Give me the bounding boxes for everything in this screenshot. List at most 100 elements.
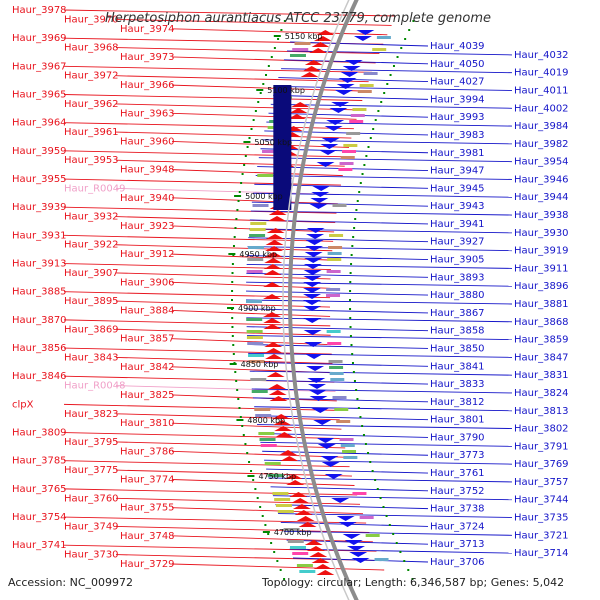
left-gene-label[interactable]: Haur_3823 <box>64 409 119 420</box>
left-gene-label[interactable]: Haur_3741 <box>12 540 67 551</box>
right-gene-label[interactable]: Haur_3812 <box>430 397 485 408</box>
left-gene-label[interactable]: Haur_3966 <box>120 80 175 91</box>
right-gene-label[interactable]: Haur_3724 <box>430 521 485 532</box>
right-gene-label[interactable]: Haur_3824 <box>514 388 569 399</box>
left-gene-label[interactable]: Haur_3967 <box>12 61 67 72</box>
right-gene-label[interactable]: Haur_3911 <box>514 263 569 274</box>
left-gene-label[interactable]: Haur_3940 <box>120 193 175 204</box>
left-gene-label[interactable]: Haur_3775 <box>64 465 119 476</box>
left-gene-label[interactable]: Haur_3907 <box>64 268 119 279</box>
left-gene-label[interactable]: Haur_3974 <box>120 24 175 35</box>
left-gene-label[interactable]: Haur_3932 <box>64 212 119 223</box>
left-gene-label[interactable]: Haur_3964 <box>12 118 67 129</box>
right-gene-label[interactable]: Haur_3880 <box>430 290 485 301</box>
left-gene-label[interactable]: Haur_3913 <box>12 259 67 270</box>
right-gene-label[interactable]: Haur_3896 <box>514 281 569 292</box>
right-gene-label[interactable]: Haur_3941 <box>430 219 485 230</box>
right-gene-label[interactable]: Haur_3984 <box>514 121 569 132</box>
left-gene-label[interactable]: Haur_3978 <box>12 5 67 16</box>
right-gene-label[interactable]: Haur_4011 <box>514 85 569 96</box>
left-gene-label[interactable]: Haur_3922 <box>64 240 119 251</box>
right-gene-label[interactable]: Haur_3943 <box>430 201 485 212</box>
left-gene-label[interactable]: Haur_3965 <box>12 90 67 101</box>
right-gene-label[interactable]: Haur_4019 <box>514 68 569 79</box>
left-gene-label[interactable]: Haur_3760 <box>64 493 119 504</box>
right-gene-label[interactable]: Haur_3706 <box>430 557 485 568</box>
left-gene-label[interactable]: Haur_3948 <box>120 165 175 176</box>
left-gene-label[interactable]: Haur_3912 <box>120 249 175 260</box>
right-gene-label[interactable]: Haur_3983 <box>430 130 485 141</box>
left-gene-label[interactable]: Haur_3953 <box>64 155 119 166</box>
left-gene-label[interactable]: Haur_3754 <box>12 512 67 523</box>
right-gene-label[interactable]: Haur_3735 <box>514 513 569 524</box>
left-gene-label[interactable]: Haur_3785 <box>12 456 67 467</box>
left-gene-label[interactable]: Haur_3846 <box>12 371 67 382</box>
right-gene-label[interactable]: Haur_3994 <box>430 94 485 105</box>
right-gene-label[interactable]: Haur_3945 <box>430 183 485 194</box>
left-gene-label[interactable]: Haur_3843 <box>64 352 119 363</box>
right-gene-label[interactable]: Haur_3993 <box>430 112 485 123</box>
right-gene-label[interactable]: Haur_3721 <box>514 530 569 541</box>
right-gene-label[interactable]: Haur_3752 <box>430 486 485 497</box>
left-gene-label[interactable]: Haur_3931 <box>12 230 67 241</box>
right-gene-label[interactable]: Haur_3761 <box>430 468 485 479</box>
right-gene-label[interactable]: Haur_3946 <box>514 174 569 185</box>
left-gene-label[interactable]: Haur_3962 <box>64 99 119 110</box>
left-gene-label[interactable]: Haur_3906 <box>120 277 175 288</box>
right-gene-label[interactable]: Haur_3938 <box>514 210 569 221</box>
right-gene-label[interactable]: Haur_3773 <box>430 450 485 461</box>
left-gene-label[interactable]: Haur_3968 <box>64 43 119 54</box>
right-gene-label[interactable]: Haur_3858 <box>430 326 485 337</box>
right-gene-label[interactable]: Haur_3738 <box>430 504 485 515</box>
left-gene-label[interactable]: Haur_3856 <box>12 343 67 354</box>
left-gene-label[interactable]: Haur_3923 <box>120 221 175 232</box>
left-gene-label[interactable]: Haur_3765 <box>12 484 67 495</box>
right-gene-label[interactable]: Haur_3850 <box>430 343 485 354</box>
left-gene-label[interactable]: Haur_3939 <box>12 202 67 213</box>
right-gene-label[interactable]: Haur_3893 <box>430 272 485 283</box>
right-gene-label[interactable]: Haur_3833 <box>430 379 485 390</box>
right-gene-label[interactable]: Haur_3859 <box>514 335 569 346</box>
left-gene-label[interactable]: Haur_3963 <box>120 108 175 119</box>
left-gene-label[interactable]: Haur_3961 <box>64 127 119 138</box>
right-gene-label[interactable]: Haur_3769 <box>514 459 569 470</box>
left-gene-label[interactable]: Haur_3970 <box>64 14 119 25</box>
left-gene-label[interactable]: Haur_3842 <box>120 362 175 373</box>
left-gene-label[interactable]: Haur_R0048 <box>64 381 126 392</box>
right-gene-label[interactable]: Haur_3847 <box>514 352 569 363</box>
right-gene-label[interactable]: Haur_3947 <box>430 166 485 177</box>
left-gene-label[interactable]: Haur_3972 <box>64 71 119 82</box>
left-gene-label[interactable]: Haur_3857 <box>120 334 175 345</box>
left-gene-label[interactable]: Haur_3748 <box>120 531 175 542</box>
right-gene-label[interactable]: Haur_3982 <box>514 139 569 150</box>
right-gene-label[interactable]: Haur_3714 <box>514 548 569 559</box>
left-gene-label[interactable]: Haur_3730 <box>64 550 119 561</box>
right-gene-label[interactable]: Haur_3905 <box>430 255 485 266</box>
right-gene-label[interactable]: Haur_3868 <box>514 317 569 328</box>
left-gene-label[interactable]: Haur_3960 <box>120 136 175 147</box>
left-gene-label[interactable]: Haur_3786 <box>120 446 175 457</box>
left-gene-label[interactable]: Haur_3973 <box>120 52 175 63</box>
left-gene-label[interactable]: Haur_3969 <box>12 33 67 44</box>
left-gene-label[interactable]: Haur_3749 <box>64 521 119 532</box>
right-gene-label[interactable]: Haur_3919 <box>514 246 569 257</box>
right-gene-label[interactable]: Haur_4050 <box>430 59 485 70</box>
right-gene-label[interactable]: Haur_3954 <box>514 157 569 168</box>
right-gene-label[interactable]: Haur_4032 <box>514 50 569 61</box>
left-gene-label[interactable]: Haur_3884 <box>120 305 175 316</box>
left-gene-label[interactable]: clpX <box>12 399 34 410</box>
right-gene-label[interactable]: Haur_3791 <box>514 441 569 452</box>
right-gene-label[interactable]: Haur_4039 <box>430 41 485 52</box>
left-gene-label[interactable]: Haur_3825 <box>120 390 175 401</box>
right-gene-label[interactable]: Haur_3813 <box>514 406 569 417</box>
right-gene-label[interactable]: Haur_3981 <box>430 148 485 159</box>
left-gene-label[interactable]: Haur_3895 <box>64 296 119 307</box>
left-gene-label[interactable]: Haur_3885 <box>12 287 67 298</box>
left-gene-label[interactable]: Haur_3955 <box>12 174 67 185</box>
left-gene-label[interactable]: Haur_3959 <box>12 146 67 157</box>
left-gene-label[interactable]: Haur_3774 <box>120 474 175 485</box>
left-gene-label[interactable]: Haur_3810 <box>120 418 175 429</box>
right-gene-label[interactable]: Haur_3757 <box>514 477 569 488</box>
left-gene-label[interactable]: Haur_3729 <box>120 559 175 570</box>
right-gene-label[interactable]: Haur_4027 <box>430 77 485 88</box>
